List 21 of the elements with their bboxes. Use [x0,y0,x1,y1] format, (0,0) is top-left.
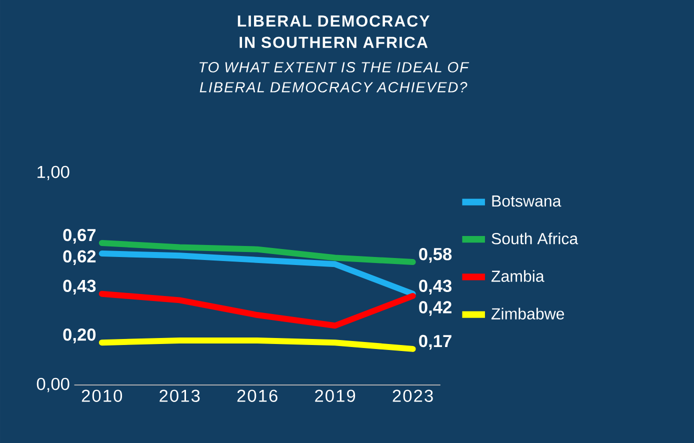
x-tick-label: 2010 [82,390,122,402]
x-tick-label: 2019 [315,390,356,402]
data-label: 0,67 [63,228,96,244]
legend-label: Zimbabwe [491,308,564,320]
y-tick-label: 0,00 [36,378,70,392]
x-tick-label: 2016 [237,390,278,402]
data-label: 0,20 [63,328,96,344]
data-label: 0,62 [63,250,96,265]
chart-subtitle: TO WHAT EXTENT IS THE IDEAL OF LIBERAL DEMOCRACY ACHIEVED? [200,62,470,92]
legend-label: South Africa [492,232,578,244]
x-tick-label: 2023 [392,390,433,402]
data-label: 0,43 [419,280,452,295]
x-tick-label: 2013 [160,390,200,402]
data-label: 0,42 [419,301,452,316]
legend-label: Zambia [491,270,544,282]
y-tick-label: 1,00 [38,166,70,180]
data-label: 0,43 [63,280,96,295]
legend-label: Botswana [492,196,562,207]
data-label: 0,58 [419,248,452,263]
data-label: 0,17 [419,334,452,350]
chart-title: LIBERAL DEMOCRACY IN SOUTHERN AFRICA [238,15,430,48]
